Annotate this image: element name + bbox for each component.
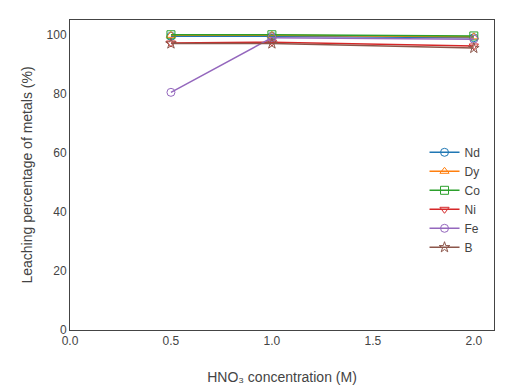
svg-text:0: 0 — [60, 323, 67, 337]
svg-text:100: 100 — [47, 28, 67, 42]
svg-text:60: 60 — [53, 146, 67, 160]
svg-text:Ni: Ni — [465, 203, 476, 217]
svg-text:HNO₃ concentration (M): HNO₃ concentration (M) — [207, 369, 357, 385]
svg-text:0.0: 0.0 — [62, 334, 79, 348]
svg-text:Co: Co — [465, 184, 481, 198]
svg-text:1.0: 1.0 — [264, 334, 281, 348]
svg-text:Fe: Fe — [465, 222, 479, 236]
svg-text:Dy: Dy — [465, 165, 480, 179]
svg-text:Leaching percentage of metals: Leaching percentage of metals (%) — [19, 66, 35, 283]
svg-text:80: 80 — [53, 87, 67, 101]
svg-text:Nd: Nd — [465, 146, 480, 160]
svg-text:B: B — [465, 241, 473, 255]
svg-text:20: 20 — [53, 264, 67, 278]
svg-text:0.5: 0.5 — [163, 334, 180, 348]
svg-text:40: 40 — [53, 205, 67, 219]
svg-text:2.0: 2.0 — [465, 334, 482, 348]
svg-text:1.5: 1.5 — [365, 334, 382, 348]
